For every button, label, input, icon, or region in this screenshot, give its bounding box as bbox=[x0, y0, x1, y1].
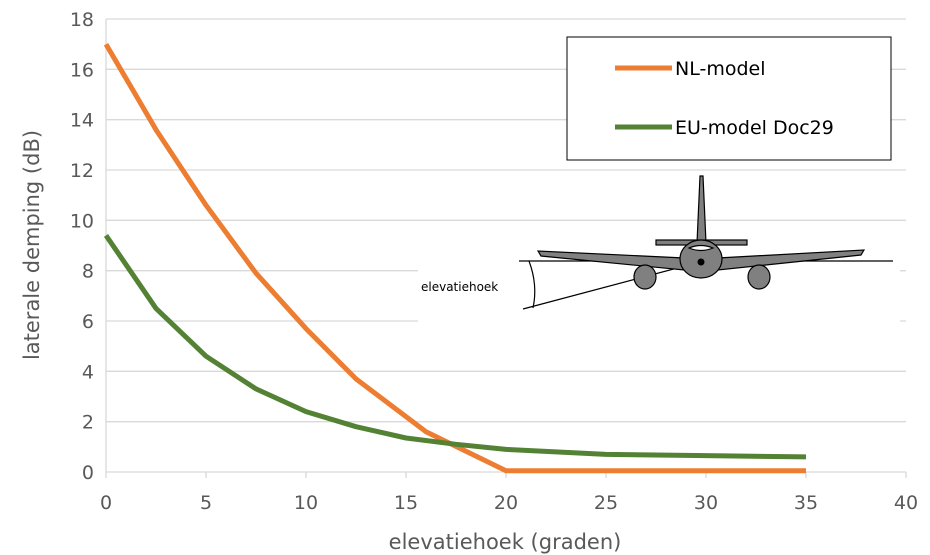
x-tick-label: 0 bbox=[100, 492, 112, 514]
x-tick-label: 35 bbox=[794, 492, 818, 514]
x-tick-label: 15 bbox=[394, 492, 418, 514]
y-tick-label: 18 bbox=[70, 9, 94, 31]
elevation-angle-label: elevatiehoek bbox=[421, 280, 498, 294]
x-tick-label: 40 bbox=[894, 492, 918, 514]
elevation-line bbox=[522, 261, 701, 310]
legend: NL-model EU-model Doc29 bbox=[566, 36, 892, 161]
tail-fin bbox=[696, 175, 707, 244]
x-axis-title: elevatiehoek (graden) bbox=[389, 530, 622, 554]
legend-box bbox=[566, 36, 892, 161]
y-tick-label: 0 bbox=[82, 462, 94, 484]
left-engine bbox=[633, 264, 657, 290]
nose-point bbox=[697, 258, 705, 266]
y-tick-label: 16 bbox=[70, 59, 94, 81]
legend-label-nl-model: NL-model bbox=[675, 58, 765, 80]
series-line-eu-model-doc29 bbox=[103, 233, 807, 460]
y-axis-title: laterale demping (dB) bbox=[20, 130, 44, 360]
y-tick-label: 4 bbox=[82, 361, 94, 383]
gridlines bbox=[106, 18, 906, 423]
series-lines bbox=[103, 42, 807, 474]
y-tick-label: 12 bbox=[70, 160, 94, 182]
y-tick-label: 2 bbox=[82, 412, 94, 434]
cockpit-window bbox=[687, 244, 715, 252]
x-tick-label: 30 bbox=[694, 492, 718, 514]
airplane-front-view-icon bbox=[519, 175, 893, 310]
right-engine bbox=[747, 264, 771, 290]
y-tick-label: 6 bbox=[82, 311, 94, 333]
x-tick-label: 5 bbox=[200, 492, 212, 514]
x-tick-label: 10 bbox=[294, 492, 318, 514]
x-axis-ticks: 0 5 10 15 20 25 30 35 40 bbox=[100, 472, 918, 514]
x-tick-label: 25 bbox=[594, 492, 618, 514]
legend-label-eu-model-doc29: EU-model Doc29 bbox=[675, 117, 834, 139]
y-axis-ticks: 0 2 4 6 8 10 12 14 16 18 bbox=[70, 9, 94, 484]
x-tick-label: 20 bbox=[494, 492, 518, 514]
angle-arc bbox=[528, 260, 536, 309]
y-tick-label: 8 bbox=[82, 261, 94, 283]
y-tick-label: 14 bbox=[70, 110, 94, 132]
illustration-background bbox=[418, 222, 900, 332]
y-tick-label: 10 bbox=[70, 210, 94, 232]
series-line-nl-model bbox=[103, 42, 806, 474]
